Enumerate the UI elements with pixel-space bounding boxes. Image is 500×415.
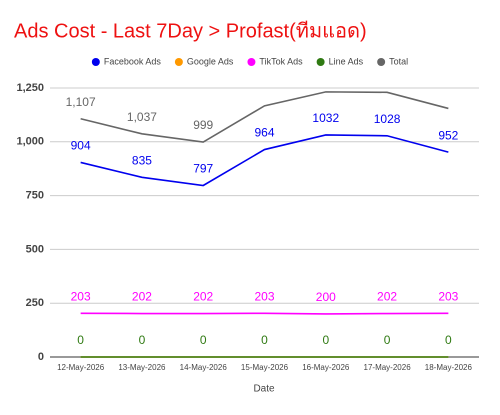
data-label: 202 [132,290,152,304]
data-label: 0 [200,333,207,347]
legend-label: Line Ads [329,56,364,66]
x-axis-label: Date [253,384,275,395]
data-label: 202 [193,290,213,304]
data-label: 835 [132,153,152,167]
y-tick-label: 0 [38,351,44,363]
data-label: 1,037 [127,110,157,124]
legend-label: TikTok Ads [259,56,303,66]
data-label: 797 [193,162,213,176]
x-tick-label: 17-May-2026 [364,363,412,372]
data-label: 964 [254,126,274,140]
data-label: 0 [445,333,452,347]
chart-title: Ads Cost - Last 7Day > Profast(ทีมแอด) [14,20,367,42]
y-tick-label: 500 [26,243,44,255]
legend-marker [316,58,325,66]
legend-marker [91,58,100,66]
x-tick-label: 18-May-2026 [425,363,473,372]
legend-marker [247,58,256,66]
x-tick-label: 13-May-2026 [118,363,166,372]
data-label: 203 [438,289,458,303]
data-label: 203 [71,289,91,303]
x-tick-label: 12-May-2026 [57,363,105,372]
data-label: 952 [438,128,458,142]
y-tick-label: 250 [26,297,44,309]
data-label: 1,107 [66,95,96,109]
data-label: 0 [384,333,391,347]
data-label: 200 [316,290,336,304]
x-tick-label: 15-May-2026 [241,363,289,372]
series-line [80,91,449,143]
data-label: 0 [322,333,329,347]
legend-label: Facebook Ads [104,56,162,66]
legend-marker [174,58,183,66]
series-line [80,312,449,315]
legend-label: Total [389,56,408,66]
series-line [80,134,449,187]
y-tick-label: 750 [26,190,44,202]
x-tick-label: 16-May-2026 [302,363,350,372]
x-tick-label: 14-May-2026 [180,363,228,372]
data-label: 1028 [374,112,401,126]
data-label: 0 [261,333,268,347]
legend-label: Google Ads [187,56,234,66]
data-label: 1032 [312,111,339,125]
data-label: 999 [193,118,213,132]
data-label: 0 [77,333,84,347]
y-tick-label: 1,000 [16,136,44,148]
data-label: 0 [139,333,146,347]
y-tick-label: 1,250 [16,82,44,94]
data-label: 904 [71,139,91,153]
legend-marker [377,58,386,66]
data-label: 202 [377,290,397,304]
data-label: 203 [254,289,274,303]
